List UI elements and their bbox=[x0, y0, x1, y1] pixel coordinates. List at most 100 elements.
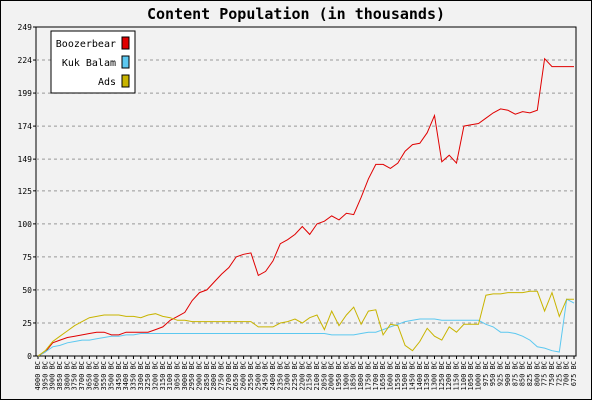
x-tick-label: 1100 BC bbox=[460, 361, 468, 391]
x-tick-label: 750 BC bbox=[548, 361, 556, 386]
legend-label: Boozerbear bbox=[56, 39, 116, 50]
x-tick-label: 2050 BC bbox=[320, 361, 328, 391]
x-tick-label: 2750 BC bbox=[218, 361, 226, 391]
x-tick-label: 925 BC bbox=[497, 361, 505, 386]
x-tick-label: 3950 BC bbox=[41, 361, 49, 391]
x-tick-label: 3700 BC bbox=[78, 361, 86, 391]
x-tick-label: 3550 BC bbox=[100, 361, 108, 391]
x-tick-label: 1650 BC bbox=[379, 361, 387, 391]
x-tick-label: 675 BC bbox=[570, 361, 578, 386]
y-tick-label: 149 bbox=[18, 155, 33, 164]
y-tick-label: 199 bbox=[18, 89, 33, 98]
x-tick-label: 1550 BC bbox=[394, 361, 402, 391]
x-tick-label: 2150 BC bbox=[306, 361, 314, 391]
x-tick-label: 1150 BC bbox=[453, 361, 461, 391]
x-tick-label: 800 BC bbox=[533, 361, 541, 386]
y-tick-label: 224 bbox=[18, 56, 33, 65]
x-tick-label: 2600 BC bbox=[240, 361, 248, 391]
x-tick-label: 1800 BC bbox=[357, 361, 365, 391]
x-tick-label: 2500 BC bbox=[254, 361, 262, 391]
x-tick-label: 1750 BC bbox=[364, 361, 372, 391]
chart-title: Content Population (in thousands) bbox=[147, 5, 445, 23]
x-tick-label: 3750 BC bbox=[71, 361, 79, 391]
x-tick-label: 3100 BC bbox=[166, 361, 174, 391]
x-tick-label: 2550 BC bbox=[247, 361, 255, 391]
x-tick-label: 1300 BC bbox=[430, 361, 438, 391]
x-tick-label: 3800 BC bbox=[63, 361, 71, 391]
x-tick-label: 3400 BC bbox=[122, 361, 130, 391]
x-tick-label: 2300 BC bbox=[284, 361, 292, 391]
x-tick-label: 950 BC bbox=[489, 361, 497, 386]
x-tick-label: 3050 BC bbox=[174, 361, 182, 391]
x-tick-label: 2850 BC bbox=[203, 361, 211, 391]
x-tick-label: 3850 BC bbox=[56, 361, 64, 391]
y-tick-label: 174 bbox=[18, 122, 33, 131]
x-tick-label: 2000 BC bbox=[328, 361, 336, 391]
x-tick-label: 825 BC bbox=[526, 361, 534, 386]
x-tick-label: 875 BC bbox=[511, 361, 519, 386]
x-tick-label: 975 BC bbox=[482, 361, 490, 386]
y-tick-label: 125 bbox=[18, 187, 33, 196]
x-tick-label: 2100 BC bbox=[313, 361, 321, 391]
legend-swatch bbox=[121, 74, 130, 88]
x-tick-label: 2450 BC bbox=[262, 361, 270, 391]
x-tick-label: 2350 BC bbox=[276, 361, 284, 391]
x-tick-label: 1350 BC bbox=[423, 361, 431, 391]
x-tick-label: 2700 BC bbox=[225, 361, 233, 391]
legend-swatch bbox=[121, 55, 130, 69]
legend-label: Ads bbox=[98, 77, 116, 88]
x-tick-label: 900 BC bbox=[504, 361, 512, 386]
x-tick-label: 3350 BC bbox=[129, 361, 137, 391]
x-axis: 4000 BC 3950 BC 3900 BC 3850 BC 3800 BC 3750 … bbox=[34, 356, 578, 391]
series-line-ads bbox=[37, 290, 574, 357]
x-tick-label: 2250 BC bbox=[291, 361, 299, 391]
x-tick-label: 775 BC bbox=[541, 361, 549, 386]
y-axis: 0 25 50 75 100 125 149 174 199 224 249 bbox=[18, 23, 36, 361]
y-tick-label: 249 bbox=[18, 23, 33, 32]
y-tick-label: 0 bbox=[27, 352, 32, 361]
y-tick-label: 25 bbox=[22, 319, 32, 328]
x-tick-label: 2900 BC bbox=[196, 361, 204, 391]
x-tick-label: 2950 BC bbox=[188, 361, 196, 391]
x-tick-label: 3500 BC bbox=[107, 361, 115, 391]
x-tick-label: 3450 BC bbox=[115, 361, 123, 391]
x-tick-label: 1400 BC bbox=[416, 361, 424, 391]
x-tick-label: 4000 BC bbox=[34, 361, 42, 391]
series-lines bbox=[37, 57, 575, 357]
x-tick-label: 1500 BC bbox=[401, 361, 409, 391]
y-tick-label: 50 bbox=[22, 286, 32, 295]
x-tick-label: 3200 BC bbox=[151, 361, 159, 391]
x-tick-label: 1450 BC bbox=[408, 361, 416, 391]
x-tick-label: 1950 BC bbox=[335, 361, 343, 391]
series-line-kuk-balam bbox=[37, 298, 575, 357]
x-tick-label: 1850 BC bbox=[350, 361, 358, 391]
x-tick-label: 1700 BC bbox=[372, 361, 380, 391]
x-tick-label: 3300 BC bbox=[137, 361, 145, 391]
legend: Boozerbear Kuk Balam Ads bbox=[50, 30, 136, 94]
y-tick-label: 100 bbox=[18, 220, 33, 229]
x-tick-label: 3650 BC bbox=[85, 361, 93, 391]
x-tick-label: 3900 BC bbox=[49, 361, 57, 391]
x-tick-label: 1900 BC bbox=[342, 361, 350, 391]
x-tick-label: 3250 BC bbox=[144, 361, 152, 391]
x-tick-label: 1200 BC bbox=[445, 361, 453, 391]
y-tick-label: 75 bbox=[22, 253, 32, 262]
x-tick-label: 3000 BC bbox=[181, 361, 189, 391]
x-tick-label: 850 BC bbox=[519, 361, 527, 386]
x-tick-label: 700 BC bbox=[563, 361, 571, 386]
x-tick-label: 2650 BC bbox=[232, 361, 240, 391]
x-tick-label: 1000 BC bbox=[475, 361, 483, 391]
x-tick-label: 1050 BC bbox=[467, 361, 475, 391]
legend-label: Kuk Balam bbox=[62, 58, 116, 69]
x-tick-label: 2400 BC bbox=[269, 361, 277, 391]
series-line-boozerbear bbox=[37, 57, 574, 357]
x-tick-label: 1250 BC bbox=[438, 361, 446, 391]
legend-box bbox=[50, 30, 136, 94]
x-tick-label: 725 BC bbox=[555, 361, 563, 386]
x-tick-label: 1600 BC bbox=[386, 361, 394, 391]
x-tick-label: 3600 BC bbox=[93, 361, 101, 391]
x-tick-label: 2800 BC bbox=[210, 361, 218, 391]
x-tick-label: 2200 BC bbox=[298, 361, 306, 391]
